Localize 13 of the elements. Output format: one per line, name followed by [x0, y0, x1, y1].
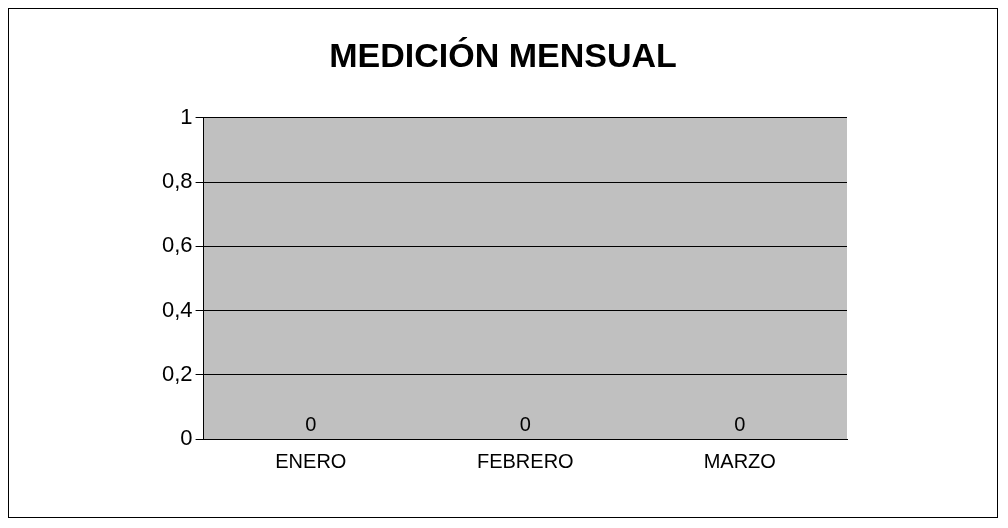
chart-title: MEDICIÓN MENSUAL	[329, 35, 677, 74]
y-tick-label: 0	[180, 425, 193, 451]
data-label: 0	[734, 412, 746, 435]
y-tick-label: 0,8	[161, 168, 193, 194]
x-tick-label: FEBRERO	[476, 449, 574, 472]
y-tick-label: 0,2	[161, 360, 193, 386]
x-tick-label: MARZO	[703, 449, 776, 472]
data-label: 0	[519, 412, 531, 435]
y-tick-label: 1	[180, 103, 193, 129]
y-tick-label: 0,4	[161, 296, 193, 322]
data-label: 0	[305, 412, 317, 435]
x-tick-label: ENERO	[275, 449, 347, 472]
y-tick-label: 0,6	[161, 232, 193, 258]
